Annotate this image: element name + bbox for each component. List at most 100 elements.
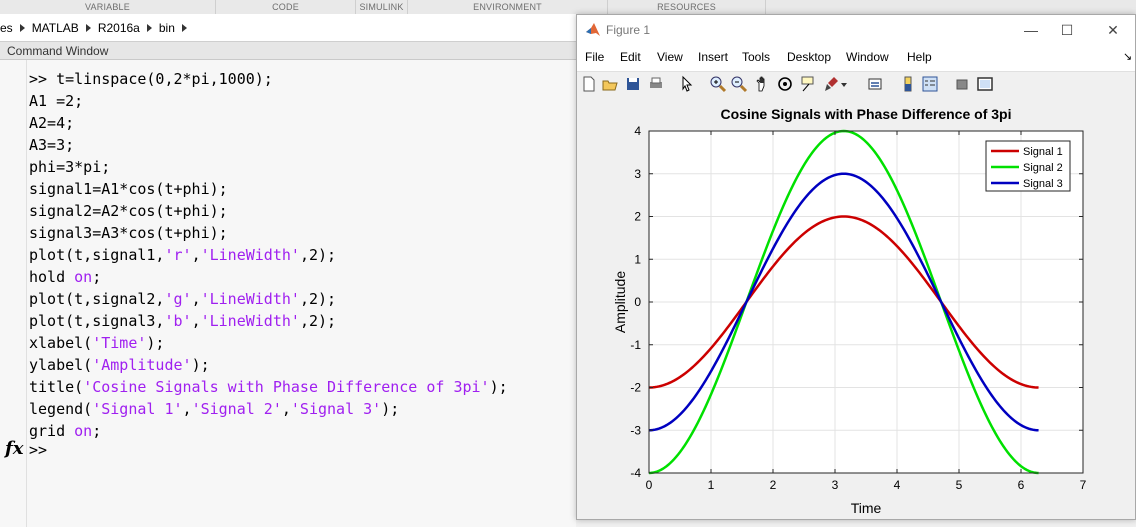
menu-tools[interactable]: Tools bbox=[742, 50, 771, 64]
y-tick-label: -1 bbox=[630, 338, 641, 352]
code-line: xlabel('Time'); bbox=[29, 334, 165, 352]
toolstrip-section-environment[interactable]: ENVIRONMENT bbox=[408, 0, 608, 14]
function-browser-icon[interactable]: fx bbox=[5, 438, 24, 459]
toolstrip-section-resources[interactable]: RESOURCES bbox=[608, 0, 766, 14]
figure-title: Figure 1 bbox=[606, 23, 651, 37]
open-file-icon[interactable] bbox=[601, 75, 619, 93]
menu-insert[interactable]: Insert bbox=[698, 50, 729, 64]
menu-help[interactable]: Help bbox=[907, 50, 932, 64]
code-line: plot(t,signal3,'b','LineWidth',2); bbox=[29, 312, 337, 330]
hide-plot-tools-icon[interactable] bbox=[953, 75, 971, 93]
y-axis-label: Amplitude bbox=[612, 271, 628, 333]
legend[interactable]: Signal 1 Signal 2 Signal 3 bbox=[985, 140, 1071, 192]
code-line: A3=3; bbox=[29, 136, 75, 154]
breadcrumb-separator-icon bbox=[146, 23, 152, 32]
x-tick-label: 5 bbox=[956, 478, 963, 492]
toolstrip: VARIABLE CODE SIMULINK ENVIRONMENT RESOU… bbox=[0, 0, 1136, 15]
zoom-in-icon[interactable] bbox=[709, 75, 727, 93]
new-figure-icon[interactable] bbox=[580, 75, 598, 93]
legend-entry: Signal 2 bbox=[1023, 162, 1063, 174]
axis-ticks: 0 1 2 3 4 5 6 7 -4 -3 -2 -1 0 1 2 3 4 bbox=[630, 124, 1086, 492]
x-tick-label: 0 bbox=[646, 478, 653, 492]
series-line-signal-3[interactable] bbox=[648, 172, 1039, 432]
breadcrumb-separator-icon bbox=[181, 23, 187, 32]
save-icon[interactable] bbox=[624, 75, 642, 93]
close-button[interactable]: ✕ bbox=[1107, 22, 1119, 38]
maximize-button[interactable]: ☐ bbox=[1060, 22, 1074, 38]
menu-window[interactable]: Window bbox=[846, 50, 889, 64]
dock-arrow-icon[interactable]: ↘ bbox=[1123, 51, 1133, 63]
x-axis-label: Time bbox=[851, 500, 882, 516]
brush-icon[interactable] bbox=[822, 75, 840, 93]
figure-toolbar bbox=[577, 71, 1135, 99]
menu-view[interactable]: View bbox=[657, 50, 683, 64]
figure-menu-bar: File Edit View Insert Tools Desktop Wind… bbox=[577, 47, 1135, 69]
menu-desktop[interactable]: Desktop bbox=[787, 50, 832, 64]
breadcrumb-item[interactable]: R2016a bbox=[97, 20, 140, 35]
x-tick-label: 4 bbox=[894, 478, 901, 492]
code-line: grid on; bbox=[29, 422, 102, 440]
show-plot-tools-icon[interactable] bbox=[976, 75, 994, 93]
code-line: ylabel('Amplitude'); bbox=[29, 356, 210, 374]
code-line: A1 =2; bbox=[29, 92, 84, 110]
breadcrumb-item[interactable]: MATLAB bbox=[31, 20, 79, 35]
series-line-signal-1[interactable] bbox=[648, 215, 1039, 389]
menu-file[interactable]: File bbox=[585, 50, 605, 64]
zoom-out-icon[interactable] bbox=[730, 75, 748, 93]
y-tick-label: -3 bbox=[630, 423, 641, 437]
command-window-gutter bbox=[0, 60, 27, 527]
matlab-logo-icon bbox=[586, 23, 600, 36]
y-tick-label: -4 bbox=[630, 466, 641, 480]
toolstrip-section-code[interactable]: CODE bbox=[216, 0, 356, 14]
command-window-title: Command Window bbox=[0, 42, 576, 60]
link-plot-icon[interactable] bbox=[866, 75, 884, 93]
y-tick-label: 1 bbox=[634, 252, 641, 266]
code-line: A2=4; bbox=[29, 114, 75, 132]
breadcrumb-separator-icon bbox=[85, 23, 91, 32]
command-history-code: >> t=linspace(0,2*pi,1000); A1 =2; A2=4;… bbox=[29, 68, 508, 442]
code-line: hold on; bbox=[29, 268, 102, 286]
legend-entry: Signal 1 bbox=[1023, 146, 1063, 158]
minimize-button[interactable]: — bbox=[1024, 22, 1038, 38]
figure-title-bar[interactable]: Figure 1 — ☐ ✕ bbox=[577, 15, 1135, 45]
toolstrip-section-variable[interactable]: VARIABLE bbox=[0, 0, 216, 14]
y-tick-label: 0 bbox=[634, 295, 641, 309]
y-tick-label: 4 bbox=[634, 124, 641, 138]
figure-canvas[interactable]: Cosine Signals with Phase Difference of … bbox=[577, 98, 1135, 519]
code-line: plot(t,signal1,'r','LineWidth',2); bbox=[29, 246, 337, 264]
legend-entry: Signal 3 bbox=[1023, 178, 1063, 190]
legend-icon[interactable] bbox=[921, 75, 939, 93]
x-tick-label: 1 bbox=[708, 478, 715, 492]
code-line: legend('Signal 1','Signal 2','Signal 3')… bbox=[29, 400, 400, 418]
breadcrumb-item[interactable]: bin bbox=[158, 20, 175, 35]
y-tick-label: 3 bbox=[634, 167, 641, 181]
code-line: plot(t,signal2,'g','LineWidth',2); bbox=[29, 290, 337, 308]
pointer-icon[interactable] bbox=[678, 75, 696, 93]
menu-edit[interactable]: Edit bbox=[620, 50, 641, 64]
code-line: signal1=A1*cos(t+phi); bbox=[29, 180, 228, 198]
code-line: title('Cosine Signals with Phase Differe… bbox=[29, 378, 508, 396]
line-chart[interactable]: Cosine Signals with Phase Difference of … bbox=[577, 98, 1135, 519]
y-tick-label: -2 bbox=[630, 381, 641, 395]
pan-icon[interactable] bbox=[753, 75, 771, 93]
x-tick-label: 6 bbox=[1018, 478, 1025, 492]
print-icon[interactable] bbox=[647, 75, 665, 93]
brush-dropdown-icon[interactable] bbox=[839, 75, 849, 93]
x-tick-label: 7 bbox=[1080, 478, 1087, 492]
colorbar-icon[interactable] bbox=[899, 75, 917, 93]
x-tick-label: 3 bbox=[832, 478, 839, 492]
code-line: signal3=A3*cos(t+phi); bbox=[29, 224, 228, 242]
rotate-3d-icon[interactable] bbox=[776, 75, 794, 93]
command-window[interactable]: >> t=linspace(0,2*pi,1000); A1 =2; A2=4;… bbox=[0, 60, 576, 527]
toolstrip-section-simulink[interactable]: SIMULINK bbox=[356, 0, 408, 14]
x-tick-label: 2 bbox=[770, 478, 777, 492]
y-tick-label: 2 bbox=[634, 210, 641, 224]
breadcrumb-item[interactable]: es bbox=[0, 20, 13, 35]
data-cursor-icon[interactable] bbox=[799, 75, 817, 93]
code-line: phi=3*pi; bbox=[29, 158, 111, 176]
chart-title: Cosine Signals with Phase Difference of … bbox=[721, 106, 1012, 122]
code-line: signal2=A2*cos(t+phi); bbox=[29, 202, 228, 220]
breadcrumb-separator-icon bbox=[19, 23, 25, 32]
figure-window[interactable]: Figure 1 — ☐ ✕ File Edit View Insert Too… bbox=[576, 14, 1136, 520]
command-prompt[interactable]: >> bbox=[29, 441, 48, 459]
